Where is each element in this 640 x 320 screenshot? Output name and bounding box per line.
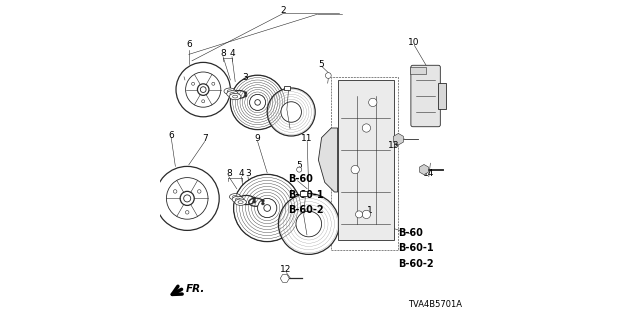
Circle shape bbox=[186, 211, 189, 214]
Ellipse shape bbox=[232, 95, 237, 98]
Ellipse shape bbox=[233, 196, 238, 198]
FancyBboxPatch shape bbox=[411, 65, 440, 127]
Text: B-60: B-60 bbox=[288, 174, 313, 184]
Circle shape bbox=[200, 87, 206, 92]
Circle shape bbox=[191, 82, 195, 85]
Text: FR.: FR. bbox=[186, 284, 205, 294]
Ellipse shape bbox=[230, 92, 235, 95]
Ellipse shape bbox=[230, 194, 241, 200]
Text: 3: 3 bbox=[242, 73, 248, 82]
Circle shape bbox=[268, 88, 315, 136]
Polygon shape bbox=[420, 164, 428, 175]
Circle shape bbox=[212, 82, 215, 85]
Text: 12: 12 bbox=[280, 265, 291, 274]
Text: 2: 2 bbox=[280, 6, 286, 15]
Text: 5: 5 bbox=[319, 60, 324, 68]
Polygon shape bbox=[394, 133, 403, 145]
Text: 3: 3 bbox=[245, 169, 251, 178]
Text: 10: 10 bbox=[408, 38, 420, 47]
Ellipse shape bbox=[232, 196, 244, 203]
Ellipse shape bbox=[227, 91, 238, 97]
Circle shape bbox=[244, 92, 247, 94]
Ellipse shape bbox=[236, 198, 241, 201]
Circle shape bbox=[257, 198, 277, 218]
Circle shape bbox=[262, 202, 264, 205]
Text: 4: 4 bbox=[239, 169, 244, 178]
Circle shape bbox=[173, 190, 177, 193]
Circle shape bbox=[253, 197, 256, 200]
Text: B-60: B-60 bbox=[398, 228, 423, 238]
Text: 13: 13 bbox=[388, 141, 399, 150]
Circle shape bbox=[198, 190, 201, 193]
Text: 1: 1 bbox=[367, 206, 372, 215]
Text: B-60-2: B-60-2 bbox=[398, 259, 434, 269]
Polygon shape bbox=[319, 128, 338, 192]
Circle shape bbox=[296, 211, 322, 237]
Polygon shape bbox=[280, 275, 289, 282]
Text: B-60-2: B-60-2 bbox=[288, 205, 324, 215]
Text: 8: 8 bbox=[226, 169, 232, 178]
Text: 9: 9 bbox=[255, 134, 260, 143]
Text: 7: 7 bbox=[202, 134, 207, 143]
Ellipse shape bbox=[238, 201, 243, 204]
Text: 8: 8 bbox=[220, 49, 226, 58]
Circle shape bbox=[362, 210, 371, 219]
Circle shape bbox=[362, 124, 371, 132]
Text: 6: 6 bbox=[186, 40, 191, 49]
Circle shape bbox=[234, 174, 301, 242]
Circle shape bbox=[202, 100, 205, 103]
Text: B-60-1: B-60-1 bbox=[398, 243, 434, 253]
Circle shape bbox=[262, 200, 264, 202]
Ellipse shape bbox=[229, 93, 241, 100]
Text: B-60-1: B-60-1 bbox=[288, 189, 324, 200]
Circle shape bbox=[297, 167, 302, 172]
Circle shape bbox=[356, 211, 362, 218]
Ellipse shape bbox=[224, 88, 236, 94]
Text: 5: 5 bbox=[296, 161, 302, 170]
Circle shape bbox=[244, 94, 247, 97]
Text: 11: 11 bbox=[301, 134, 313, 143]
Circle shape bbox=[264, 205, 271, 212]
Circle shape bbox=[253, 200, 256, 203]
Bar bbox=[332, 77, 398, 250]
Polygon shape bbox=[338, 80, 394, 240]
Ellipse shape bbox=[227, 90, 232, 92]
Bar bbox=[438, 83, 445, 109]
Circle shape bbox=[369, 98, 377, 107]
Circle shape bbox=[184, 195, 191, 202]
Text: 4: 4 bbox=[229, 49, 235, 58]
Circle shape bbox=[250, 94, 266, 110]
Circle shape bbox=[230, 75, 285, 130]
Text: TVA4B5701A: TVA4B5701A bbox=[408, 300, 462, 309]
Bar bbox=[410, 67, 426, 74]
Circle shape bbox=[351, 165, 360, 174]
Circle shape bbox=[255, 100, 260, 105]
Text: 6: 6 bbox=[169, 131, 174, 140]
Circle shape bbox=[281, 102, 301, 122]
Text: 14: 14 bbox=[423, 169, 435, 178]
Circle shape bbox=[326, 73, 332, 78]
Circle shape bbox=[278, 194, 339, 254]
Bar bbox=[300, 191, 307, 196]
Bar bbox=[284, 86, 290, 90]
Ellipse shape bbox=[235, 199, 246, 205]
